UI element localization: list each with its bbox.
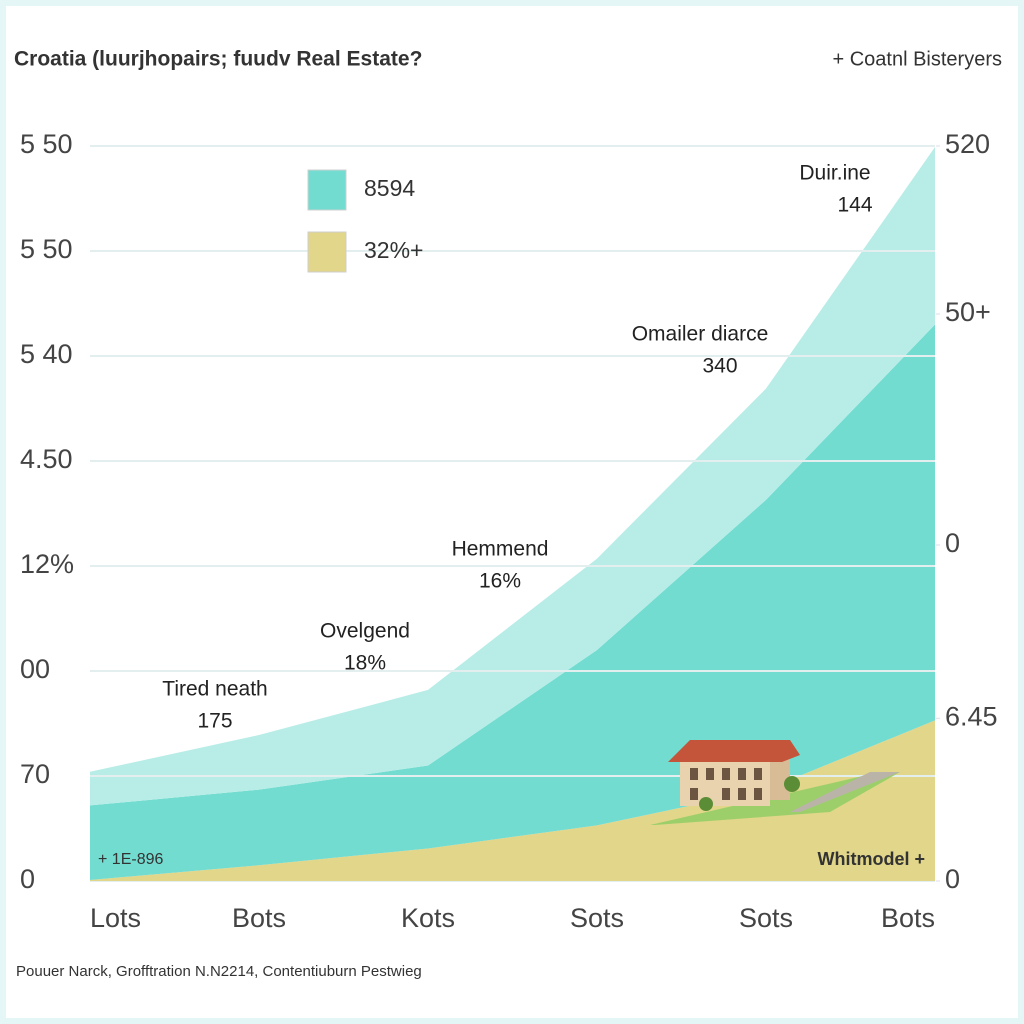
annotation-value: 18%: [344, 652, 386, 675]
area: [90, 147, 935, 806]
y-tick-label: 0: [20, 864, 35, 894]
annotation-value: 16%: [479, 570, 521, 593]
y2-tick-label: 0: [945, 864, 960, 894]
y-tick-label: 5 50: [20, 234, 73, 264]
plot-area: 0 70 00 12% 4.50 5 40 5 50 5 50 0 6.45 0 50+ 520 Lot…: [20, 129, 998, 933]
annotation-label: Tired neath: [162, 678, 267, 701]
y2-tick-label: 0: [945, 528, 960, 558]
y-tick-label: 70: [20, 759, 50, 789]
house-illustration: [650, 740, 900, 825]
annotation-label: Duir.ine: [799, 162, 870, 185]
x-tick-label: Sots: [570, 903, 624, 933]
y-tick-label: 12%: [20, 549, 74, 579]
y2-tick-label: 520: [945, 129, 990, 159]
legend-label: 32%+: [364, 237, 423, 263]
annotation-value: 340: [702, 355, 737, 378]
x-tick-label: Bots: [881, 903, 935, 933]
y-tick-label: 4.50: [20, 444, 73, 474]
corner-note: Whitmodel +: [818, 849, 926, 869]
annotation-label: Hemmend: [452, 538, 549, 561]
x-tick-label: Sots: [739, 903, 793, 933]
annotation-value: 144: [837, 194, 872, 217]
source: Pouuer Narck, Grofftration N.N2214, Cont…: [16, 963, 422, 980]
x-tick-label: Bots: [232, 903, 286, 933]
x-tick-label: Kots: [401, 903, 455, 933]
x-tick-label: Lots: [90, 903, 141, 933]
y-tick-label: 00: [20, 654, 50, 684]
y-tick-label: 5 50: [20, 129, 73, 159]
chart-title: Croatia (luurjhopairs; fuudv Real Estate…: [14, 48, 422, 71]
y2-tick-label: 6.45: [945, 701, 998, 731]
legend-swatch: [307, 169, 347, 211]
chart-subtitle: + Coatnl Bisteryers: [832, 48, 1002, 70]
y2-tick-label: 50+: [945, 297, 991, 327]
legend-swatch: [307, 231, 347, 273]
annotation-label: Ovelgend: [320, 620, 410, 643]
y-tick-label: 5 40: [20, 339, 73, 369]
annotation-value: 175: [197, 710, 232, 733]
area: [90, 720, 935, 881]
annotation-label: Omailer diarce: [632, 323, 769, 346]
corner-note: + 1E-896: [98, 851, 163, 868]
legend-label: 8594: [364, 175, 415, 201]
